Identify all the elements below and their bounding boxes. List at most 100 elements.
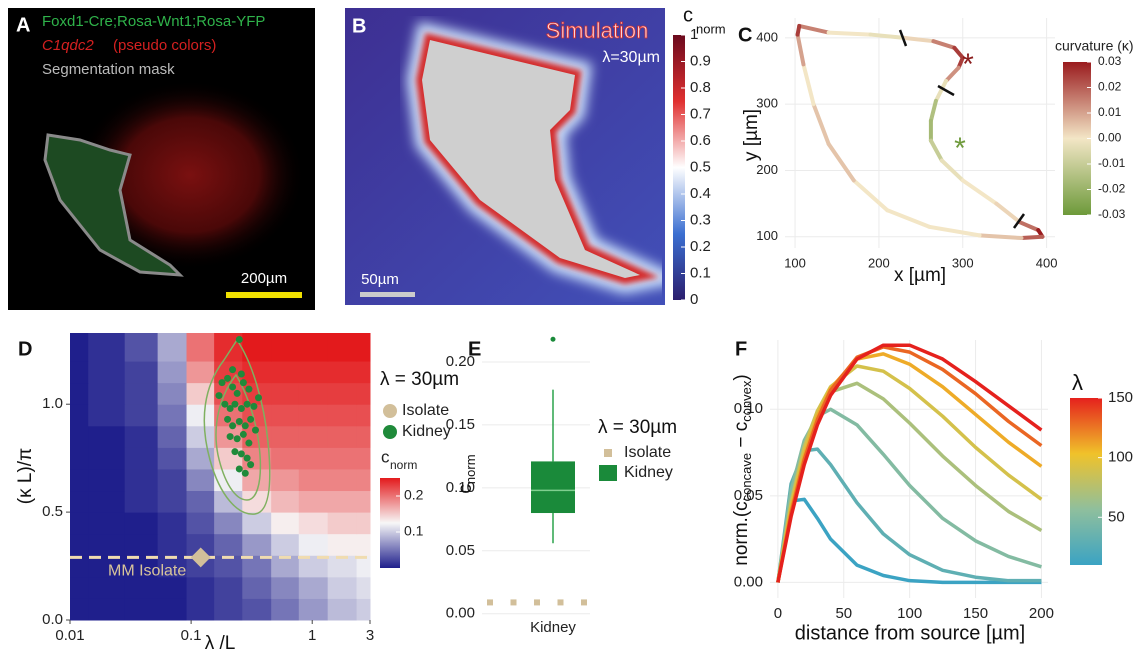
heatmap-cell	[88, 469, 125, 491]
heatmap-cell	[271, 598, 299, 620]
kidney-point	[238, 405, 245, 412]
heatmap-cell	[328, 598, 357, 620]
isolate-point	[581, 599, 587, 605]
isolate-point	[534, 599, 540, 605]
heatmap-cell	[357, 491, 371, 513]
legend-key	[599, 465, 617, 481]
y-tick-label: 0.15	[446, 416, 475, 433]
curve-segment	[946, 68, 959, 81]
legend-title: λ = 30µm	[598, 417, 677, 438]
kidney-point	[229, 422, 236, 429]
heatmap-cell	[88, 383, 125, 405]
isolate-point	[558, 599, 564, 605]
legend-key	[604, 449, 612, 457]
heatmap-cell	[328, 404, 357, 426]
heatmap-cell	[299, 383, 328, 405]
heatmap-cell	[299, 534, 328, 556]
colorbar-tick-label: 150	[1108, 389, 1133, 406]
colorbar-tick-label: 0.3	[690, 211, 711, 228]
heatmap-cell	[299, 577, 328, 599]
heatmap-cell	[158, 512, 187, 534]
legend-text: Segmentation mask	[42, 61, 175, 78]
colorbar-title: curvature (κ)	[1055, 38, 1134, 54]
x-axis-label: λ /L	[205, 633, 236, 654]
isolate-point	[511, 599, 517, 605]
panel-letter: C	[738, 24, 752, 46]
heatmap-cell	[299, 598, 328, 620]
lambda-label: λ=30µm	[602, 49, 660, 66]
y-tick-label: 0.20	[446, 353, 475, 370]
heatmap-cell	[271, 577, 299, 599]
heatmap-cell	[299, 426, 328, 448]
y-tick-label: 300	[756, 96, 778, 111]
curve-segment	[798, 35, 804, 65]
scale-bar-label: 200µm	[241, 270, 287, 287]
kidney-point	[245, 440, 252, 447]
heatmap-cell	[70, 512, 89, 534]
x-axis-label: distance from source [µm]	[795, 622, 1026, 644]
colorbar	[380, 478, 400, 568]
heatmap-cell	[158, 447, 187, 469]
colorbar-tick-label: 0.8	[690, 79, 711, 96]
colorbar-tick-label: 0.4	[690, 185, 711, 202]
heatmap-cell	[299, 447, 328, 469]
x-tick-label: 0.01	[55, 627, 84, 644]
heatmap-cell	[158, 333, 187, 362]
kidney-point	[244, 455, 251, 462]
heatmap-cell	[88, 577, 125, 599]
kidney-point	[245, 386, 252, 393]
colorbar	[1063, 62, 1091, 215]
curve-segment	[887, 210, 929, 227]
heatmap-cell	[125, 447, 158, 469]
curve-segment	[814, 104, 829, 144]
heatmap-cell	[271, 512, 299, 534]
heatmap-cell	[357, 383, 371, 405]
kidney-point	[236, 418, 243, 425]
heatmap-cell	[187, 491, 215, 513]
x-tick-label: 200	[868, 255, 890, 270]
heatmap-cell	[125, 512, 158, 534]
heatmap-cell	[328, 534, 357, 556]
legend-text: C1qdc2	[42, 37, 94, 54]
kidney-point	[216, 392, 223, 399]
heatmap-cell	[70, 598, 89, 620]
kidney-point	[242, 470, 249, 477]
heatmap-cell	[125, 598, 158, 620]
heatmap-cell	[125, 383, 158, 405]
heatmap-cell	[271, 333, 299, 362]
heatmap-cell	[70, 404, 89, 426]
x-tick-label: 150	[963, 605, 988, 622]
y-axis-label-part: norm.(c	[731, 501, 752, 565]
heatmap-cell	[187, 469, 215, 491]
kidney-point	[231, 401, 238, 408]
heatmap-cell	[88, 361, 125, 383]
kidney-point	[234, 435, 241, 442]
heatmap-cell	[242, 534, 271, 556]
x-tick-label: 50	[835, 605, 852, 622]
kidney-point	[250, 403, 257, 410]
box	[531, 461, 575, 513]
panel-letter: D	[18, 338, 32, 360]
legend-label: Kidney	[624, 464, 673, 481]
heatmap-cell	[70, 447, 89, 469]
kidney-point	[242, 422, 249, 429]
y-tick-label: 1.0	[42, 395, 63, 412]
legend-label: Isolate	[624, 444, 671, 461]
colorbar-title: λ	[1072, 370, 1083, 395]
x-tick-label: 400	[1036, 255, 1058, 270]
legend-key	[383, 425, 397, 439]
heatmap-cell	[357, 404, 371, 426]
x-axis-label: x [µm]	[894, 265, 946, 286]
figure: A Foxd1-Cre;Rosa-Wnt1;Rosa-YFP C1qdc2 (p…	[0, 0, 1145, 655]
heatmap-cell	[328, 383, 357, 405]
heatmap-cell	[271, 447, 299, 469]
heatmap-cell	[187, 361, 215, 383]
y-axis-label-part: concave	[739, 453, 754, 501]
heatmap-cell	[271, 383, 299, 405]
heatmap-cell	[158, 534, 187, 556]
heatmap-cell	[357, 598, 371, 620]
kidney-point	[224, 375, 231, 382]
heatmap-cell	[158, 598, 187, 620]
curve-segment	[931, 141, 942, 161]
colorbar-tick-label: 1	[690, 26, 698, 43]
